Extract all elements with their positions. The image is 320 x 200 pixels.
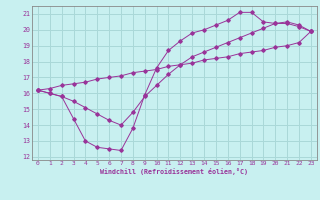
X-axis label: Windchill (Refroidissement éolien,°C): Windchill (Refroidissement éolien,°C)	[100, 168, 248, 175]
